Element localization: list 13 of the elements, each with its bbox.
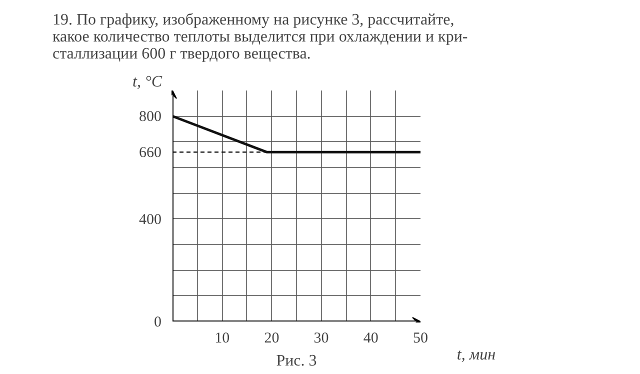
- x-tick-label: 40: [363, 330, 378, 346]
- y-tick-label: 660: [139, 145, 162, 162]
- x-tick-label: 50: [413, 330, 428, 346]
- x-tick-label: 10: [214, 330, 230, 346]
- y-tick-label: 0: [154, 314, 162, 330]
- text: Рис. 3: [276, 352, 317, 370]
- x-tick-label: 30: [314, 330, 329, 346]
- x-tick-label: 20: [264, 330, 280, 346]
- y-tick-label: 400: [139, 212, 162, 228]
- x-axis-title: t, мин: [456, 346, 496, 364]
- y-axis-title: t, °C: [132, 74, 162, 90]
- y-tick-label: 800: [139, 109, 162, 126]
- chart-title: 19. По графику, изображенному на рисунке 3, рассчитайте, какое количество теплоты выделится при охлаждении и кри- сталлизации 600 г твердого вещества.: [52, 12, 468, 62]
